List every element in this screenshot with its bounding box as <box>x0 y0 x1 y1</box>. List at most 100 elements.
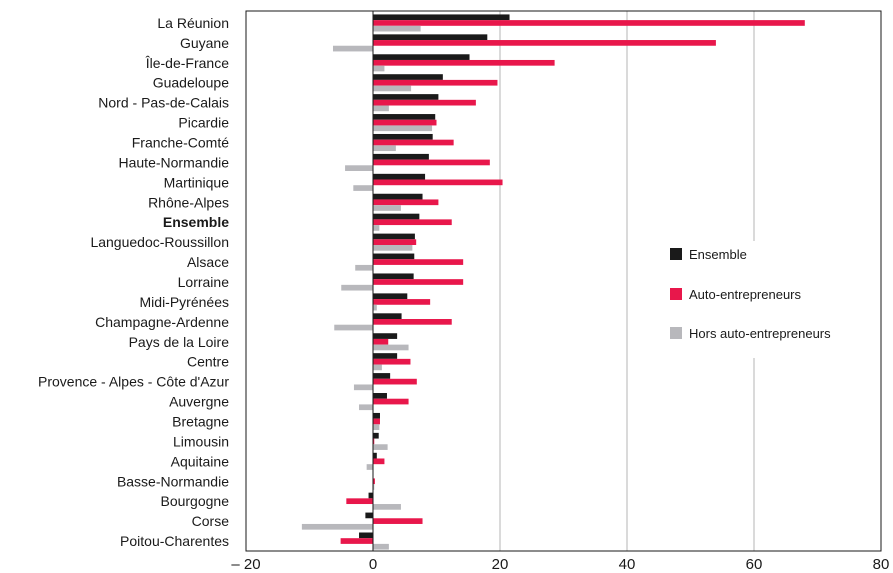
category-label: Martinique <box>164 174 230 190</box>
bar <box>353 185 373 191</box>
bar <box>373 94 439 100</box>
legend-label: Ensemble <box>689 247 747 262</box>
bar <box>373 79 498 86</box>
category-label: Poitou-Charentes <box>120 533 229 549</box>
bar <box>373 54 470 60</box>
category-label: Guadeloupe <box>153 75 230 91</box>
bar <box>373 319 452 325</box>
bar <box>373 418 380 425</box>
bar <box>373 205 401 211</box>
x-tick-label: 80 <box>873 556 890 573</box>
bar <box>373 344 409 351</box>
category-label: Limousin <box>173 433 229 449</box>
legend-label: Hors auto-entrepreneurs <box>689 326 831 341</box>
x-tick-label: 60 <box>746 556 763 573</box>
bar <box>373 14 510 21</box>
category-label: Centre <box>187 354 229 370</box>
bar <box>340 538 373 544</box>
bar <box>341 284 373 291</box>
category-label: Haute-Normandie <box>119 154 230 170</box>
bar <box>373 358 411 365</box>
category-label: Auvergne <box>169 394 229 410</box>
bar <box>373 34 488 41</box>
bar <box>373 373 391 379</box>
bar <box>373 244 413 251</box>
bar <box>373 179 503 186</box>
category-label: Midi-Pyrénées <box>140 294 229 310</box>
category-label: Bourgogne <box>160 493 229 509</box>
bar <box>353 384 373 391</box>
legend: Ensemble Auto-entrepreneurs Hors auto-entr… <box>660 233 860 371</box>
category-label: Franche-Comté <box>132 135 229 151</box>
category-label: Ensemble <box>163 214 229 230</box>
bar <box>373 125 433 132</box>
bar <box>373 458 385 465</box>
category-label: Île-de-France <box>145 55 229 71</box>
legend-background <box>660 233 860 358</box>
bar <box>373 444 388 450</box>
bar <box>373 159 490 166</box>
bar <box>373 432 379 439</box>
bar <box>355 264 373 271</box>
bar <box>373 452 377 459</box>
category-label: Aquitaine <box>171 453 230 469</box>
bar <box>373 438 375 445</box>
bar <box>373 393 387 399</box>
bar <box>373 239 417 245</box>
bar <box>373 133 433 140</box>
bar <box>301 523 373 530</box>
bar <box>373 139 454 146</box>
category-label: Bretagne <box>172 413 229 429</box>
legend-swatch <box>670 248 682 260</box>
bar <box>373 85 412 92</box>
legend-swatch <box>670 327 682 339</box>
bar <box>373 253 415 260</box>
bar <box>373 478 375 485</box>
bar <box>373 338 389 345</box>
bar <box>373 40 716 46</box>
category-label: Lorraine <box>178 274 230 290</box>
bar <box>373 398 409 405</box>
bar <box>365 512 373 519</box>
legend-swatch <box>670 288 682 300</box>
bar <box>359 404 373 411</box>
category-label: Nord - Pas-de-Calais <box>98 95 229 111</box>
category-labels: La Réunion Guyane Île-de-France Guadeloupe N… <box>38 15 229 549</box>
x-tick-label: 40 <box>619 556 636 573</box>
x-tick-label: – 20 <box>231 556 260 573</box>
bar <box>373 173 426 180</box>
bar <box>373 199 439 206</box>
bar <box>373 259 464 265</box>
legend-label: Auto-entrepreneurs <box>689 287 802 302</box>
category-label: Guyane <box>180 35 229 51</box>
x-tick-label: 0 <box>369 556 377 573</box>
bar <box>368 492 373 499</box>
bar <box>373 225 380 231</box>
bar <box>373 333 398 339</box>
bar <box>373 412 380 419</box>
bar <box>373 424 380 431</box>
x-tick-label: 20 <box>492 556 509 573</box>
bar <box>366 464 373 470</box>
bar <box>373 74 443 80</box>
bar <box>373 25 421 32</box>
bar <box>373 213 420 220</box>
category-label: Pays de la Loire <box>129 334 230 350</box>
bar <box>346 498 373 505</box>
bar <box>345 165 373 171</box>
bar <box>373 543 389 550</box>
plot-frame <box>245 10 882 552</box>
bar <box>373 299 431 305</box>
bar <box>373 219 452 226</box>
category-label: Basse-Normandie <box>117 473 229 489</box>
bar <box>373 99 476 106</box>
bar <box>373 105 389 112</box>
category-label: Languedoc-Roussillon <box>90 234 229 250</box>
category-label: Champagne-Ardenne <box>95 314 229 330</box>
bar <box>373 504 401 510</box>
bar <box>373 353 398 359</box>
category-label: Alsace <box>187 254 229 270</box>
bar <box>373 20 805 26</box>
category-label: Rhône-Alpes <box>148 194 229 210</box>
